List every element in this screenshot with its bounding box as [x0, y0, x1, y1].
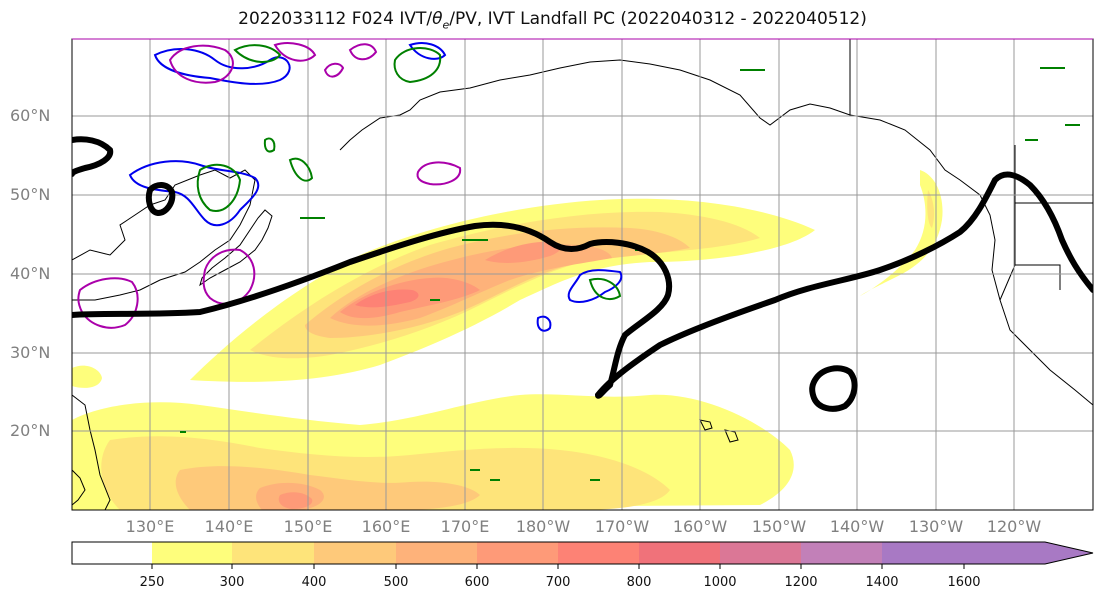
lon-label-160e: 160°E — [361, 517, 411, 536]
lon-label-130w: 130°W — [908, 517, 964, 536]
green-contour-2 — [196, 163, 242, 212]
lon-label-150e: 150°E — [283, 517, 333, 536]
border-us-states — [999, 203, 1061, 301]
pc-contour-east-loop — [809, 365, 858, 412]
ivt-coast-250 — [860, 170, 943, 296]
ivt-band-600b — [485, 241, 562, 263]
coast-japan — [199, 209, 273, 287]
pv-contour-n — [273, 42, 317, 62]
green-contour-7 — [233, 44, 282, 63]
title-subscript: e — [442, 18, 450, 32]
colorbar — [71, 541, 1094, 569]
green-contour-4 — [288, 157, 314, 182]
pv-contour-sea — [416, 161, 462, 186]
pc-contour-nw — [72, 136, 114, 177]
cb-bin-0 — [72, 542, 152, 564]
lon-label-130e: 130°E — [125, 517, 175, 536]
cb-bin-4 — [396, 542, 477, 564]
cb-tick-label-600: 600 — [464, 575, 490, 590]
lon-label-160w: 160°W — [672, 517, 728, 536]
title-theta: θ — [432, 9, 443, 29]
cb-bin-10 — [882, 542, 964, 564]
green-contour-9 — [180, 431, 600, 481]
lon-label-150w: 150°W — [751, 517, 807, 536]
cb-tick-label-500: 500 — [383, 575, 409, 590]
green-contour-3 — [263, 137, 276, 153]
lat-label-40n: 40°N — [10, 264, 51, 283]
theta-e-contour-small — [536, 315, 552, 332]
cb-tick-label-1000: 1000 — [703, 575, 737, 590]
pv-contour-nw — [168, 44, 234, 84]
ivt-coast-300 — [927, 190, 935, 228]
ivt-landfall-pc-contours — [72, 136, 1093, 412]
ivt-south-600 — [278, 492, 313, 509]
ivt-south-400 — [175, 466, 480, 510]
lon-label-170e: 170°E — [440, 517, 490, 536]
title-rest: /PV, IVT Landfall PC (2022040312 - 20220… — [449, 9, 867, 29]
cb-bin-9 — [801, 542, 882, 564]
pv-contour-ne — [323, 62, 345, 78]
cb-tick-label-700: 700 — [545, 575, 571, 590]
pv-contour-right — [348, 43, 378, 61]
lon-label-140w: 140°W — [829, 517, 885, 536]
theta-e-contour-nw — [153, 48, 291, 85]
cb-outline — [71, 541, 1094, 565]
cb-bin-5 — [477, 542, 558, 564]
cb-ticks — [151, 564, 965, 569]
lat-label-50n: 50°N — [10, 185, 51, 204]
ivt-band-700 — [355, 289, 419, 308]
lon-label-120w: 120°W — [986, 517, 1042, 536]
coast-philippines — [72, 469, 86, 506]
cb-bin-7 — [639, 542, 720, 564]
pv-contour-west — [77, 277, 139, 329]
coast-kamchatka — [339, 59, 1093, 406]
cb-tick-label-1600: 1600 — [947, 575, 981, 590]
cb-bin-3 — [314, 542, 396, 564]
lat-label-30n: 30°N — [10, 343, 51, 362]
title-main: 2022033112 F024 IVT/ — [238, 9, 433, 29]
green-contour-5 — [588, 278, 622, 300]
theta-e-contour-central — [567, 269, 623, 303]
figure-title: 2022033112 F024 IVT/θe/PV, IVT Landfall … — [0, 9, 1105, 31]
pv-contour-japan — [202, 248, 256, 305]
cb-extend-arrow — [964, 542, 1093, 564]
ivt-west-250 — [72, 365, 102, 388]
pc-contour-main — [72, 171, 1093, 399]
cb-tick-label-400: 400 — [301, 575, 327, 590]
cb-tick-label-300: 300 — [219, 575, 245, 590]
lat-label-20n: 20°N — [10, 421, 51, 440]
cb-tick-label-800: 800 — [626, 575, 652, 590]
political-borders — [849, 39, 1093, 301]
lon-label-140e: 140°E — [204, 517, 254, 536]
theta-e-contour-north — [408, 42, 447, 60]
lon-label-180w: 180°W — [515, 517, 571, 536]
green-contour-1 — [393, 47, 442, 84]
cb-bin-6 — [558, 542, 639, 564]
pc-contour-loop — [145, 182, 176, 217]
cb-bin-1 — [152, 542, 232, 564]
cb-tick-label-250: 250 — [139, 575, 165, 590]
cb-tick-label-1200: 1200 — [784, 575, 818, 590]
lat-label-60n: 60°N — [10, 106, 51, 125]
cb-bin-8 — [720, 542, 801, 564]
cb-bin-2 — [232, 542, 314, 564]
lon-label-170w: 170°W — [594, 517, 650, 536]
cb-tick-label-1400: 1400 — [865, 575, 899, 590]
green-contour-8 — [740, 67, 1080, 141]
